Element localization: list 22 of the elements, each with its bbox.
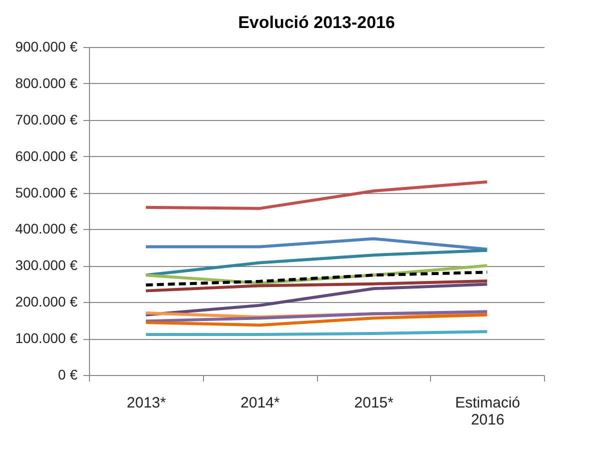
- y-tick-label: 800.000 €: [15, 74, 78, 91]
- y-tick-label: 300.000 €: [15, 257, 78, 274]
- x-tick-label: 2013*: [126, 394, 166, 412]
- y-tick-label: 100.000 €: [15, 330, 78, 346]
- chart-title: Evolució 2013-2016: [238, 13, 395, 32]
- x-tick-label: Estimació 2016: [455, 394, 520, 428]
- x-tick-label: 2014*: [240, 394, 280, 412]
- line-series: [144, 248, 489, 277]
- y-tick-label: 700.000 €: [15, 111, 78, 128]
- line-series: [144, 180, 489, 210]
- y-tick-label: 0 €: [58, 366, 78, 382]
- y-tick-label: 200.000 €: [15, 294, 78, 310]
- line-series: [144, 282, 489, 316]
- y-tick-label: 400.000 €: [15, 220, 78, 237]
- y-tick-label: 500.000 €: [15, 184, 78, 200]
- line-series: [144, 270, 489, 286]
- line-series: [144, 313, 489, 327]
- x-tick-label: 2015*: [354, 394, 394, 412]
- line-series: [144, 279, 489, 292]
- y-tick-label: 600.000 €: [15, 148, 78, 164]
- y-tick-label: 900.000 €: [15, 38, 78, 54]
- line-series: [144, 310, 489, 323]
